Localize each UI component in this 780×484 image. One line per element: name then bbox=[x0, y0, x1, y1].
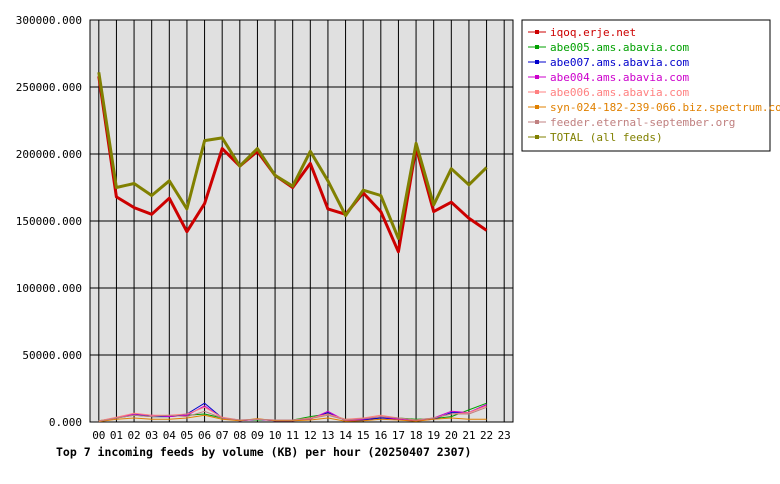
y-tick-label: 50000.000 bbox=[22, 349, 82, 362]
legend-marker bbox=[535, 75, 539, 79]
legend-label: syn-024-182-239-066.biz.spectrum.com bbox=[550, 101, 780, 114]
x-tick-label: 01 bbox=[110, 429, 123, 442]
x-tick-label: 03 bbox=[145, 429, 158, 442]
x-tick-label: 23 bbox=[498, 429, 511, 442]
x-tick-label: 22 bbox=[480, 429, 493, 442]
y-tick-label: 150000.000 bbox=[16, 215, 82, 228]
legend-marker bbox=[535, 105, 539, 109]
series-line-7 bbox=[97, 72, 488, 240]
x-axis-tick-labels: 00 01 02 03 04 05 06 07 08 09 10 11 12 13 14 15 16 17 18 19… bbox=[92, 429, 511, 442]
legend-box bbox=[521, 19, 771, 152]
x-tick-label: 10 bbox=[268, 429, 281, 442]
legend-marker bbox=[535, 45, 539, 49]
x-tick-label: 17 bbox=[392, 429, 405, 442]
horizontal-gridlines bbox=[90, 19, 513, 423]
legend-marker bbox=[535, 60, 539, 64]
y-tick-label: 300000.000 bbox=[16, 14, 82, 27]
y-tick-label: 200000.000 bbox=[16, 148, 82, 161]
x-tick-label: 16 bbox=[374, 429, 387, 442]
legend-label: TOTAL (all feeds) bbox=[550, 131, 663, 144]
series-line-6 bbox=[98, 406, 487, 422]
chart-title: Top 7 incoming feeds by volume (KB) per … bbox=[56, 445, 471, 459]
x-tick-label: 11 bbox=[286, 429, 299, 442]
legend-label: abe007.ams.abavia.com bbox=[550, 56, 689, 69]
x-tick-label: 21 bbox=[462, 429, 475, 442]
legend-label: abe005.ams.abavia.com bbox=[550, 41, 689, 54]
legend-marker bbox=[535, 30, 539, 34]
x-tick-label: 18 bbox=[409, 429, 422, 442]
x-tick-label: 06 bbox=[198, 429, 211, 442]
x-tick-label: 15 bbox=[357, 429, 370, 442]
y-tick-label: 250000.000 bbox=[16, 81, 82, 94]
x-tick-label: 00 bbox=[92, 429, 105, 442]
legend-label: abe006.ams.abavia.com bbox=[550, 86, 689, 99]
x-tick-label: 05 bbox=[180, 429, 193, 442]
x-tick-label: 14 bbox=[339, 429, 353, 442]
x-tick-label: 04 bbox=[163, 429, 177, 442]
x-tick-label: 19 bbox=[427, 429, 440, 442]
x-tick-label: 20 bbox=[445, 429, 458, 442]
x-tick-label: 08 bbox=[233, 429, 246, 442]
series-lines bbox=[97, 72, 488, 423]
x-tick-label: 12 bbox=[304, 429, 317, 442]
legend-label: feeder.eternal-september.org bbox=[550, 116, 735, 129]
x-tick-label: 13 bbox=[321, 429, 334, 442]
legend-label: iqoq.erje.net bbox=[550, 26, 636, 39]
legend-marker bbox=[535, 120, 539, 124]
x-tick-label: 07 bbox=[216, 429, 229, 442]
y-tick-label: 0.000 bbox=[49, 416, 82, 429]
x-tick-label: 09 bbox=[251, 429, 264, 442]
legend: iqoq.erje.net abe005.ams.abavia.com abe007… bbox=[521, 19, 780, 152]
y-tick-label: 100000.000 bbox=[16, 282, 82, 295]
legend-marker bbox=[535, 90, 539, 94]
x-tick-label: 02 bbox=[127, 429, 140, 442]
legend-marker bbox=[535, 135, 539, 139]
series-line-5 bbox=[98, 414, 487, 423]
y-axis-tick-labels: 0.000 50000.000 100000.000 150000.000 200000… bbox=[16, 14, 82, 429]
legend-label: abe004.ams.abavia.com bbox=[550, 71, 689, 84]
